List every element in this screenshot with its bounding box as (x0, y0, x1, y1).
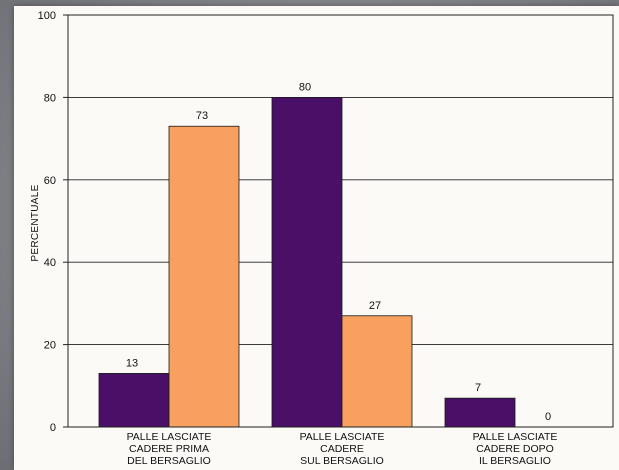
bar (444, 397, 516, 428)
category-label: SUL BERSAGLIO (300, 455, 384, 467)
y-tick-label: 100 (38, 10, 56, 22)
y-axis-title: PERCENTUALE (30, 184, 41, 261)
y-axis-ticks: 0 20 40 60 80 100 (38, 10, 68, 434)
bar (271, 97, 343, 428)
y-tick-label: 80 (44, 92, 56, 104)
plot-border (67, 14, 614, 428)
bar-value-label: 7 (475, 382, 481, 394)
category-label: CADERE (320, 443, 364, 455)
bar-value-label: 73 (196, 110, 208, 122)
bar-value-label: 13 (126, 357, 138, 369)
category-label: CADERE PRIMA (129, 443, 209, 455)
y-tick-label: 40 (44, 257, 56, 269)
bar-value-label: 27 (369, 300, 381, 312)
category-label: CADERE DOPO (476, 443, 554, 455)
category-label: IL BERSAGLIO (479, 455, 551, 467)
category-label: PALLE LASCIATE (127, 431, 212, 443)
category-label: DEL BERSAGLIO (127, 455, 211, 467)
data-labels: 13 80 7 73 27 0 (126, 81, 551, 423)
y-tick-label: 60 (44, 175, 56, 187)
bar (98, 373, 170, 428)
category-label: PALLE LASCIATE (300, 431, 385, 443)
bar-value-label: 80 (299, 81, 311, 93)
y-tick-label: 0 (50, 422, 56, 434)
bar (341, 315, 413, 428)
bar-value-label: 0 (545, 411, 551, 423)
y-tick-label: 20 (44, 340, 56, 352)
bar (168, 125, 240, 428)
plot-frame (67, 14, 614, 428)
category-label: PALLE LASCIATE (473, 431, 558, 443)
